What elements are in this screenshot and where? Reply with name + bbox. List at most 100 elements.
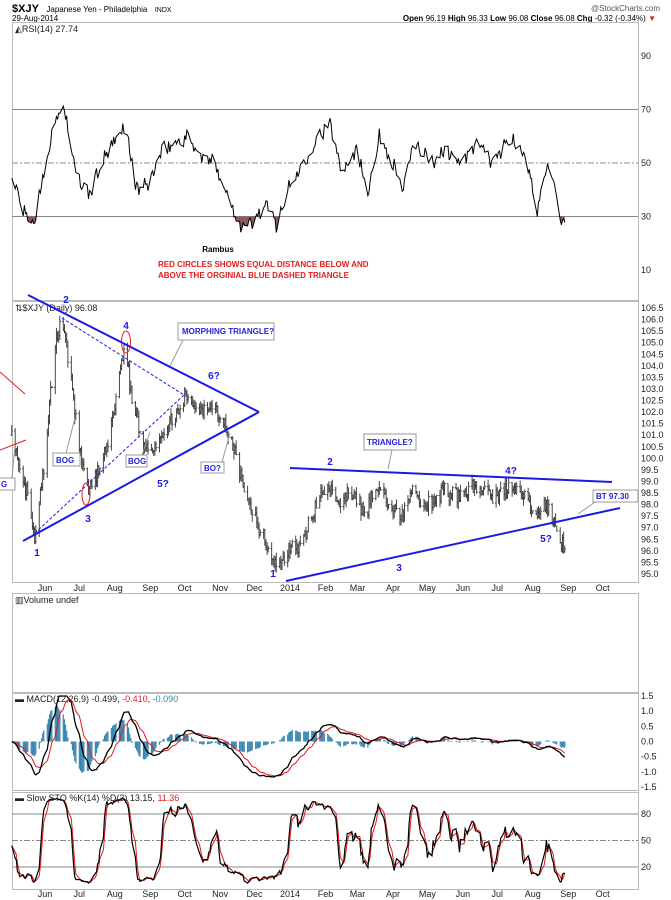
macd-histogram-bar [337, 741, 339, 745]
x-tick-label: Dec [246, 889, 263, 899]
sto-panel [12, 792, 639, 890]
macd-histogram-bar [258, 741, 260, 749]
x-tick-label: Nov [212, 583, 229, 593]
panel-frames [12, 22, 639, 890]
ohlc-bar [122, 344, 126, 365]
macd-histogram-bar [408, 739, 410, 742]
macd-histogram-bar [162, 739, 164, 742]
macd-y-tick: 1.5 [641, 691, 654, 701]
x-tick-label: Jul [491, 583, 503, 593]
ohlc-bar [210, 399, 214, 416]
macd-histogram-bar [322, 731, 324, 742]
x-tick-label: Jul [491, 889, 503, 899]
macd-histogram-bar [547, 740, 549, 742]
macd-histogram-bar [150, 741, 153, 755]
wave-label: 3 [85, 514, 91, 525]
macd-histogram-bar [304, 731, 306, 742]
macd-histogram-bar [272, 741, 274, 744]
macd-histogram-bar [30, 741, 32, 754]
x-tick-label: Sep [142, 889, 158, 899]
macd-histogram-bar [225, 741, 227, 747]
macd-histogram-bar [516, 740, 518, 742]
macd-histogram-bar [153, 741, 155, 752]
macd-histogram-bar [87, 741, 90, 771]
bog-callout [52, 452, 81, 467]
ohlc-bar [563, 545, 566, 553]
bo-label: BO? [204, 464, 221, 473]
ohlc-bar [387, 503, 390, 510]
macd-histogram-bar [160, 741, 162, 743]
price-y-tick: 95.0 [641, 569, 659, 579]
morphing-callout [177, 322, 275, 341]
macd-histogram-bar [474, 740, 477, 742]
price-y-tick: 102.0 [641, 407, 664, 417]
macd-histogram-bar [417, 738, 419, 742]
macd-histogram-bar [250, 741, 252, 751]
macd-histogram-bar [138, 741, 140, 756]
macd-histogram-bar [72, 741, 75, 756]
macd-histogram-bar [43, 730, 45, 742]
macd-histogram-bar [460, 741, 462, 743]
ohlc-bar [267, 545, 270, 553]
macd-histogram-bar [51, 710, 53, 742]
macd-histogram-bar [266, 741, 268, 745]
macd-histogram-bar [288, 732, 290, 742]
ohlc-bar [275, 552, 278, 573]
ohlc-bar [435, 494, 438, 508]
macd-histogram-bar [451, 740, 454, 742]
ohlc-bar [427, 490, 430, 517]
macd-histogram-bar [34, 741, 36, 757]
x-tick-label: Oct [178, 583, 193, 593]
macd-histogram-bar [329, 736, 331, 742]
macd-histogram-bar [359, 741, 361, 745]
rsi-y-tick: 10 [641, 265, 651, 275]
bog-label: BOG [128, 457, 146, 466]
down-arrow-icon: ▼ [648, 14, 656, 23]
macd-histogram-bar [126, 724, 129, 742]
x-tick-label: Apr [386, 889, 400, 899]
macd-histogram-bar [198, 741, 201, 744]
macd-histogram-bar [336, 741, 338, 744]
x-tick-label: Mar [350, 889, 366, 899]
macd-histogram-bar [22, 741, 24, 752]
macd-histogram-bar [71, 741, 74, 751]
x-tick-label: May [419, 583, 437, 593]
macd-histogram-bar [247, 741, 249, 753]
macd-histogram-bar [251, 741, 253, 751]
macd-histogram-bar [134, 741, 137, 748]
macd-histogram-bar [335, 740, 337, 742]
x-tick-label: Jun [38, 583, 53, 593]
macd-histogram-bar [391, 741, 393, 745]
macd-histogram-bar [283, 735, 285, 742]
ohlc-bar [547, 499, 550, 516]
price-y-tick: 101.0 [641, 430, 664, 440]
ohlc-bar [243, 482, 246, 493]
macd-histogram-bar [185, 733, 187, 742]
macd-histogram-bar [248, 741, 250, 753]
macd-histogram-bar [363, 741, 366, 748]
macd-y-tick: -0.5 [641, 752, 657, 762]
macd-histogram-bar [103, 735, 106, 742]
macd-histogram-bar [383, 739, 385, 742]
macd-title: ▬ MACD(12,26,9) -0.499, -0.410, -0.090 [15, 694, 178, 704]
wave-label: 6? [208, 371, 220, 382]
macd-histogram-bar [40, 738, 43, 742]
macd-histogram-bar [490, 741, 493, 744]
macd-histogram-bar [481, 741, 483, 743]
macd-histogram-bar [242, 741, 244, 752]
macd-histogram-bar [139, 741, 141, 757]
macd-histogram-bar [560, 741, 562, 748]
macd-histogram-bar [256, 741, 258, 749]
volume-icon: ▥ [15, 595, 24, 605]
macd-histogram-bar [379, 738, 382, 742]
ohlc-bar [475, 481, 478, 494]
macd-histogram-bar [15, 741, 17, 746]
price-y-tick: 103.5 [641, 372, 664, 382]
macd-histogram-bar [331, 738, 333, 742]
macd-histogram-bar [94, 741, 96, 757]
macd-histogram-bar [424, 741, 426, 743]
macd-histogram-bar [75, 741, 77, 764]
x-tick-label: Aug [107, 583, 123, 593]
macd-histogram-bar [67, 737, 69, 742]
price-y-tick: 103.0 [641, 384, 664, 394]
